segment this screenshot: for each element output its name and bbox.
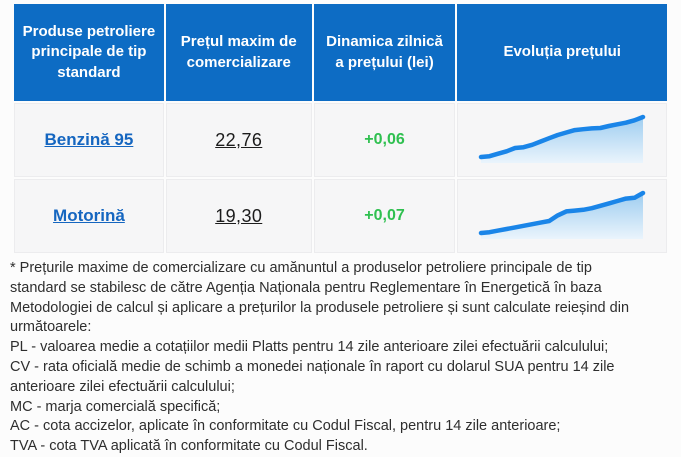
product-link-motorina[interactable]: Motorină [53,206,125,225]
footnote-line: * Prețurile maxime de comercializare cu … [10,260,592,276]
price-evolution-sparkline-motorina [478,190,646,239]
daily-change-benzina-95: +0,06 [364,131,405,148]
methodology-footnote: * Prețurile maxime de comercializare cu … [10,259,671,457]
footnote-line: standard se stabilesc de către Agenția N… [10,279,602,296]
footnote-line: AC - cota accizelor, aplicate în conform… [10,418,561,435]
footnote-line: MC - marja comercială specifică; [10,398,221,415]
col-header-max-price: Prețul maxim de comercializare [165,4,312,101]
footnote-line: anterioare zilei efectuării calculului; [10,378,235,395]
col-header-product: Produse petroliere principale de tip sta… [14,4,164,101]
footnote-line: PL - valoarea medie a cotațiilor medii P… [10,339,609,356]
footnote-line: următoarele: [10,319,92,336]
col-header-evolution: Evoluția prețului [457,4,667,101]
fuel-price-table: Produse petroliere principale de tip sta… [12,2,669,255]
product-link-benzina-95[interactable]: Benzină 95 [44,130,134,149]
max-price-benzina-95[interactable]: 22,76 [215,129,263,150]
footnote-line: CV - rata oficială medie de schimb a mon… [10,358,615,375]
daily-change-motorina: +0,07 [364,207,405,224]
price-evolution-sparkline-benzina-95 [478,114,646,163]
table-row-benzina-95: Benzină 95 22,76 +0,06 [14,103,667,177]
footnote-line: TVA - cota TVA aplicată în conformitate … [10,438,368,455]
max-price-motorina[interactable]: 19,30 [215,205,263,226]
table-row-motorina: Motorină 19,30 +0,07 [14,179,667,253]
footnote-line: Metodologiei de calcul și aplicare a pre… [10,299,630,316]
header-row: Produse petroliere principale de tip sta… [14,4,667,101]
col-header-daily-change: Dinamica zilnică a prețului (lei) [313,4,456,101]
